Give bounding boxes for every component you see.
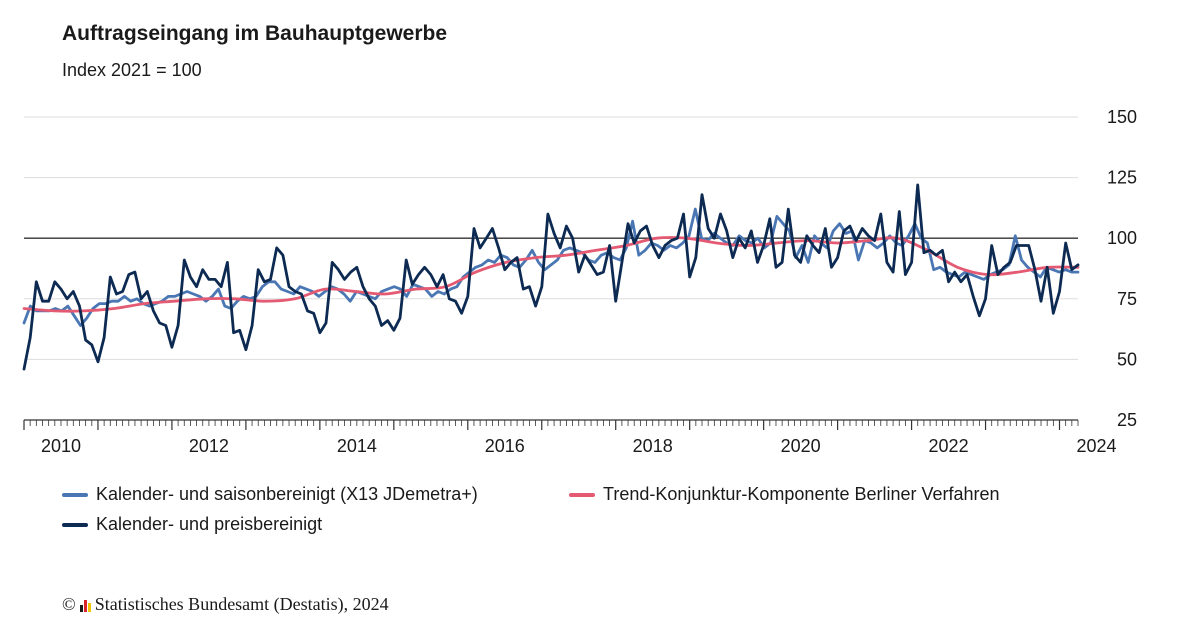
chart-subtitle: Index 2021 = 100 xyxy=(62,60,202,80)
y-tick-label: 150 xyxy=(1107,107,1137,127)
footer-source: © Statistisches Bundesamt (Destatis), 20… xyxy=(62,594,389,615)
series-line-preisbereinigt xyxy=(22,183,1080,371)
x-tick-label: 2018 xyxy=(633,436,673,456)
y-tick-label: 75 xyxy=(1117,289,1137,309)
logo-bar xyxy=(79,604,83,612)
destatis-logo-icon xyxy=(79,598,91,612)
y-tick-label: 50 xyxy=(1117,349,1137,369)
legend-swatch-preisbereinigt xyxy=(62,522,88,527)
legend-label-saisonbereinigt: Kalender- und saisonbereinigt (X13 JDeme… xyxy=(96,484,478,504)
logo-bar xyxy=(87,602,91,612)
y-tick-label: 100 xyxy=(1107,228,1137,248)
legend-label-preisbereinigt: Kalender- und preisbereinigt xyxy=(96,514,323,534)
logo-bar xyxy=(83,599,87,612)
legend-item-trend: Trend-Konjunktur-Komponente Berliner Ver… xyxy=(569,484,1000,505)
legend-label-trend: Trend-Konjunktur-Komponente Berliner Ver… xyxy=(603,484,1000,504)
x-tick-label: 2010 xyxy=(41,436,81,456)
legend-item-preisbereinigt: Kalender- und preisbereinigt xyxy=(62,514,322,535)
legend-swatch-trend xyxy=(569,492,595,497)
x-tick-label: 2024 xyxy=(1076,436,1116,456)
legend-item-saisonbereinigt: Kalender- und saisonbereinigt (X13 JDeme… xyxy=(62,484,478,505)
y-tick-label: 25 xyxy=(1117,410,1137,430)
x-tick-label: 2014 xyxy=(337,436,377,456)
y-tick-label: 125 xyxy=(1107,168,1137,188)
copyright-symbol: © xyxy=(62,594,76,614)
chart-title: Auftragseingang im Bauhauptgewerbe xyxy=(62,22,448,45)
source-text: Statistisches Bundesamt (Destatis), 2024 xyxy=(94,594,389,614)
x-tick-label: 2012 xyxy=(189,436,229,456)
x-tick-label: 2022 xyxy=(929,436,969,456)
line-chart: 25 50 75 100 125 150 2010 2012 2014 2016 2018 2020 2… xyxy=(22,107,1137,456)
x-tick-label: 2016 xyxy=(485,436,525,456)
x-tick-label: 2020 xyxy=(781,436,821,456)
series-line-trend xyxy=(22,236,1080,313)
legend-swatch-saisonbereinigt xyxy=(62,492,88,497)
